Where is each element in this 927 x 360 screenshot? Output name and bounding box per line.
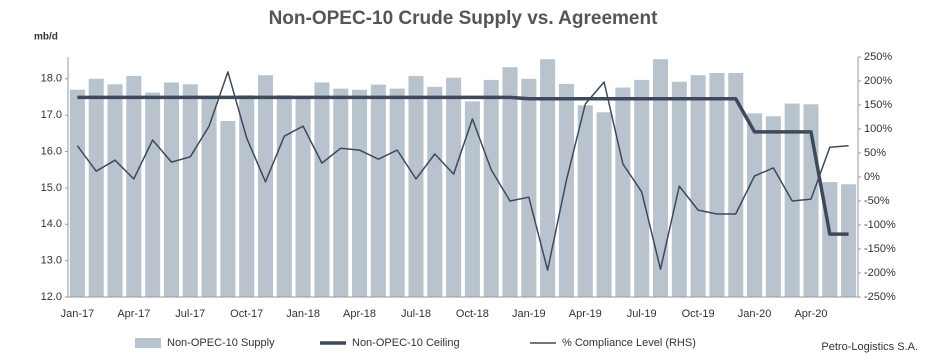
bar — [652, 59, 669, 297]
bar — [728, 73, 744, 297]
chart-title: Non-OPEC-10 Crude Supply vs. Agreement — [269, 8, 659, 29]
y2-tick-label: 0% — [864, 171, 880, 183]
bar — [389, 88, 405, 298]
legend-label: % Compliance Level (RHS) — [562, 337, 696, 349]
bar — [352, 89, 368, 298]
x-tick-label: Jan-17 — [61, 308, 95, 320]
bar — [634, 79, 650, 297]
x-tick-label: Apr-19 — [569, 308, 602, 320]
x-tick-label: Jul-18 — [401, 308, 431, 320]
x-tick-label: Jan-18 — [286, 308, 320, 320]
bar — [596, 112, 612, 297]
x-tick-label: Oct-18 — [456, 308, 489, 320]
y2-tick-label: -250% — [864, 291, 896, 303]
y-tick-label: 15.0 — [41, 182, 62, 194]
bar — [182, 84, 198, 297]
bar — [464, 101, 480, 297]
bar — [163, 82, 179, 297]
bar — [690, 75, 706, 297]
x-tick-label: Jan-20 — [738, 308, 772, 320]
y-tick-label: 17.0 — [41, 109, 62, 121]
y2-tick-label: 200% — [864, 75, 892, 87]
bar — [765, 116, 781, 297]
bar — [577, 105, 593, 297]
line — [76, 71, 849, 271]
source: Petro-Logistics S.A. — [821, 341, 918, 353]
bar — [408, 75, 424, 297]
y2-tick-label: -200% — [864, 267, 896, 279]
bar — [276, 95, 292, 297]
bar — [88, 78, 104, 298]
bar — [483, 79, 499, 297]
y-tick-label: 18.0 — [41, 73, 62, 85]
bar — [333, 88, 349, 298]
x-tick-label: Apr-20 — [794, 308, 827, 320]
bar — [126, 75, 142, 297]
y2-tick-label: 150% — [864, 99, 892, 111]
bar — [257, 75, 274, 297]
bar — [615, 87, 631, 297]
bar — [69, 89, 85, 298]
y2-tick-label: -50% — [864, 195, 890, 207]
bar — [145, 92, 161, 298]
legend-label: Non-OPEC-10 Supply — [167, 337, 275, 349]
bar — [427, 86, 443, 298]
bar — [370, 84, 386, 298]
bar — [295, 96, 311, 297]
y2-tick-label: 100% — [864, 123, 892, 135]
legend-swatch — [135, 338, 161, 348]
x-tick-label: Jul-17 — [175, 308, 205, 320]
y-tick-label: 14.0 — [41, 218, 62, 230]
x-tick-label: Jan-19 — [512, 308, 546, 320]
line — [77, 95, 849, 236]
y2-tick-label: -150% — [864, 243, 896, 255]
bar — [239, 95, 255, 297]
bar — [540, 59, 556, 297]
y2-tick-label: 250% — [864, 51, 892, 63]
x-tick-label: Oct-17 — [230, 308, 263, 320]
x-tick-label: Jul-19 — [627, 308, 657, 320]
bar — [502, 67, 518, 297]
bar — [446, 77, 462, 298]
legend-label: Non-OPEC-10 Ceiling — [352, 337, 460, 349]
bar — [314, 82, 330, 297]
bar — [201, 97, 217, 297]
y-tick-label: 16.0 — [41, 145, 62, 157]
bar — [107, 84, 123, 297]
bar — [558, 83, 574, 297]
x-tick-label: Oct-19 — [682, 308, 715, 320]
y2-tick-label: -100% — [864, 219, 896, 231]
bar — [521, 78, 537, 298]
bar — [709, 73, 725, 297]
bar — [220, 121, 236, 297]
bar — [747, 113, 763, 297]
y-tick-label: 12.0 — [41, 291, 62, 303]
y-tick-label: 13.0 — [41, 255, 62, 267]
x-tick-label: Apr-17 — [117, 308, 150, 320]
y2-tick-label: 50% — [864, 147, 886, 159]
bar — [841, 184, 857, 297]
x-tick-label: Apr-18 — [343, 308, 376, 320]
y-axis-unit: mb/d — [34, 32, 58, 43]
